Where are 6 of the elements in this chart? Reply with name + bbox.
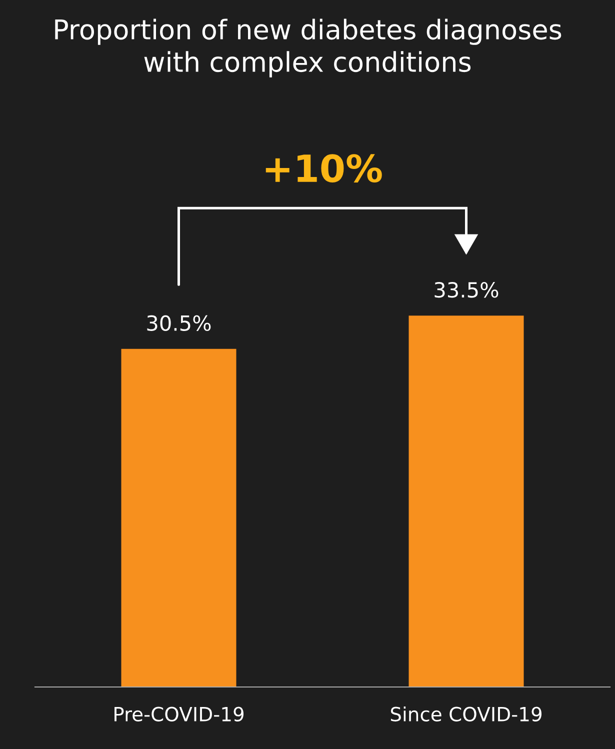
data-label: 30.5% xyxy=(147,315,211,331)
chart-title: Proportion of new diabetes diagnoses with complex conditions xyxy=(55,18,562,78)
x-tick-label: Since COVID-19 xyxy=(390,706,542,722)
data-label: 33.5% xyxy=(434,282,498,298)
text: +10% xyxy=(266,154,382,182)
x-tick-label: Pre-COVID-19 xyxy=(114,706,244,722)
